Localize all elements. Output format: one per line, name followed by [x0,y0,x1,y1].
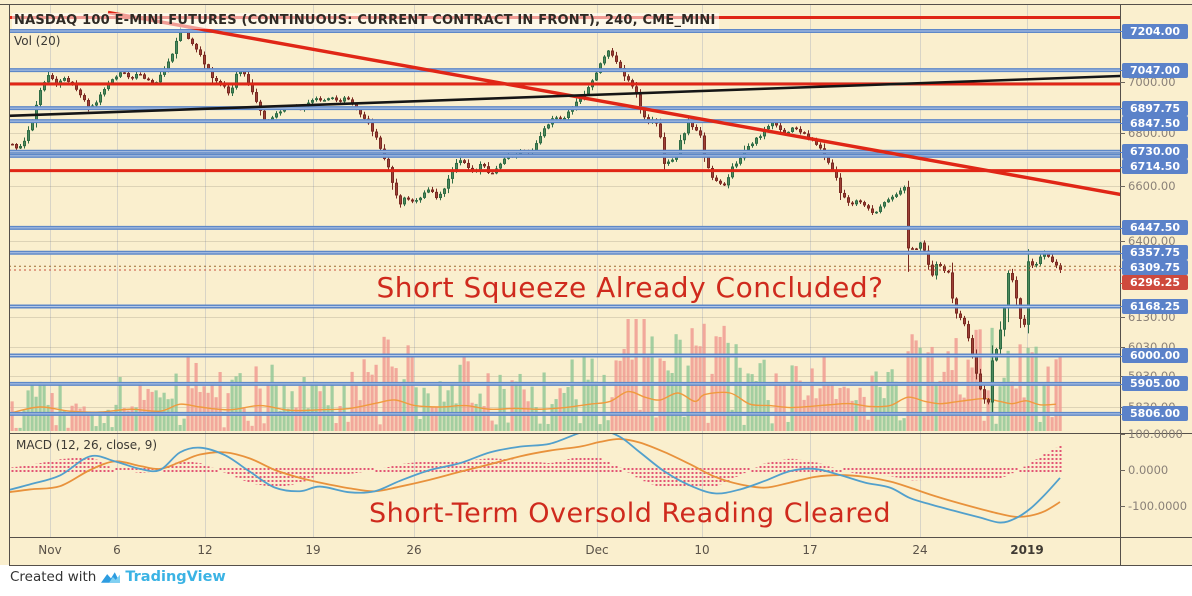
price-level-badge: 6447.50 [1122,220,1188,236]
price-tick-label: 6130.00 [1128,310,1176,325]
price-level-badge: 7204.00 [1122,23,1188,39]
time-axis-label: 19 [305,543,321,557]
created-with-text: Created with [10,569,97,585]
price-level-badge: 6296.25 [1122,275,1188,291]
price-level-badge: 5905.00 [1122,376,1188,392]
macd-tick-label: 0.0000 [1128,463,1169,477]
price-level-badge: 6357.75 [1122,245,1188,261]
time-axis-label: 10 [694,543,710,557]
annotation-short-squeeze[interactable]: Short Squeeze Already Concluded? [376,271,884,304]
time-axis-label: 2019 [1010,543,1044,557]
price-tick-label: 7000.00 [1128,75,1176,89]
time-axis-label: Nov [38,543,62,557]
time-axis-label: 24 [912,543,928,557]
footer: Created with TradingView [10,569,226,585]
tradingview-logo-icon [101,572,121,583]
price-level-badge: 7047.00 [1122,62,1188,78]
time-axis-label: 17 [802,543,818,557]
macd-tick-label: -100.0000 [1128,499,1188,513]
price-level-badge: 6730.00 [1122,144,1188,160]
annotation-oversold[interactable]: Short-Term Oversold Reading Cleared [369,498,891,529]
volume-indicator-legend[interactable]: Vol (20) [14,34,61,48]
time-axis-label: 12 [197,543,213,557]
price-tick-label: 6600.00 [1128,179,1176,194]
time-axis-label: Dec [585,543,609,557]
macd-indicator-legend[interactable]: MACD (12, 26, close, 9) [16,438,158,452]
macd-tick-label: 100.0000 [1128,427,1183,441]
time-axis-label: 6 [113,543,121,557]
tradingview-brand-link[interactable]: TradingView [125,569,226,585]
price-level-badge: 6847.50 [1122,115,1188,131]
price-tick-label: 6400.00 [1128,233,1176,248]
symbol-legend[interactable]: NASDAQ 100 E-MINI FUTURES (CONTINUOUS: C… [12,13,720,29]
price-level-badge: 6714.50 [1122,159,1188,175]
price-level-badge: 6309.75 [1122,260,1188,276]
price-level-badge: 6168.25 [1122,298,1188,314]
price-level-badge: 5806.00 [1122,406,1188,422]
time-axis[interactable]: Nov 6 12 19 26 Dec 10 17 24 2019 [0,538,1192,565]
time-axis-label: 26 [406,543,422,557]
price-axis[interactable]: 7000.00 6800.00 6600.00 6400.00 6130.00 6030.… [1121,4,1192,537]
price-level-badge: 6000.00 [1122,348,1188,363]
price-level-badge: 6897.75 [1122,100,1188,116]
